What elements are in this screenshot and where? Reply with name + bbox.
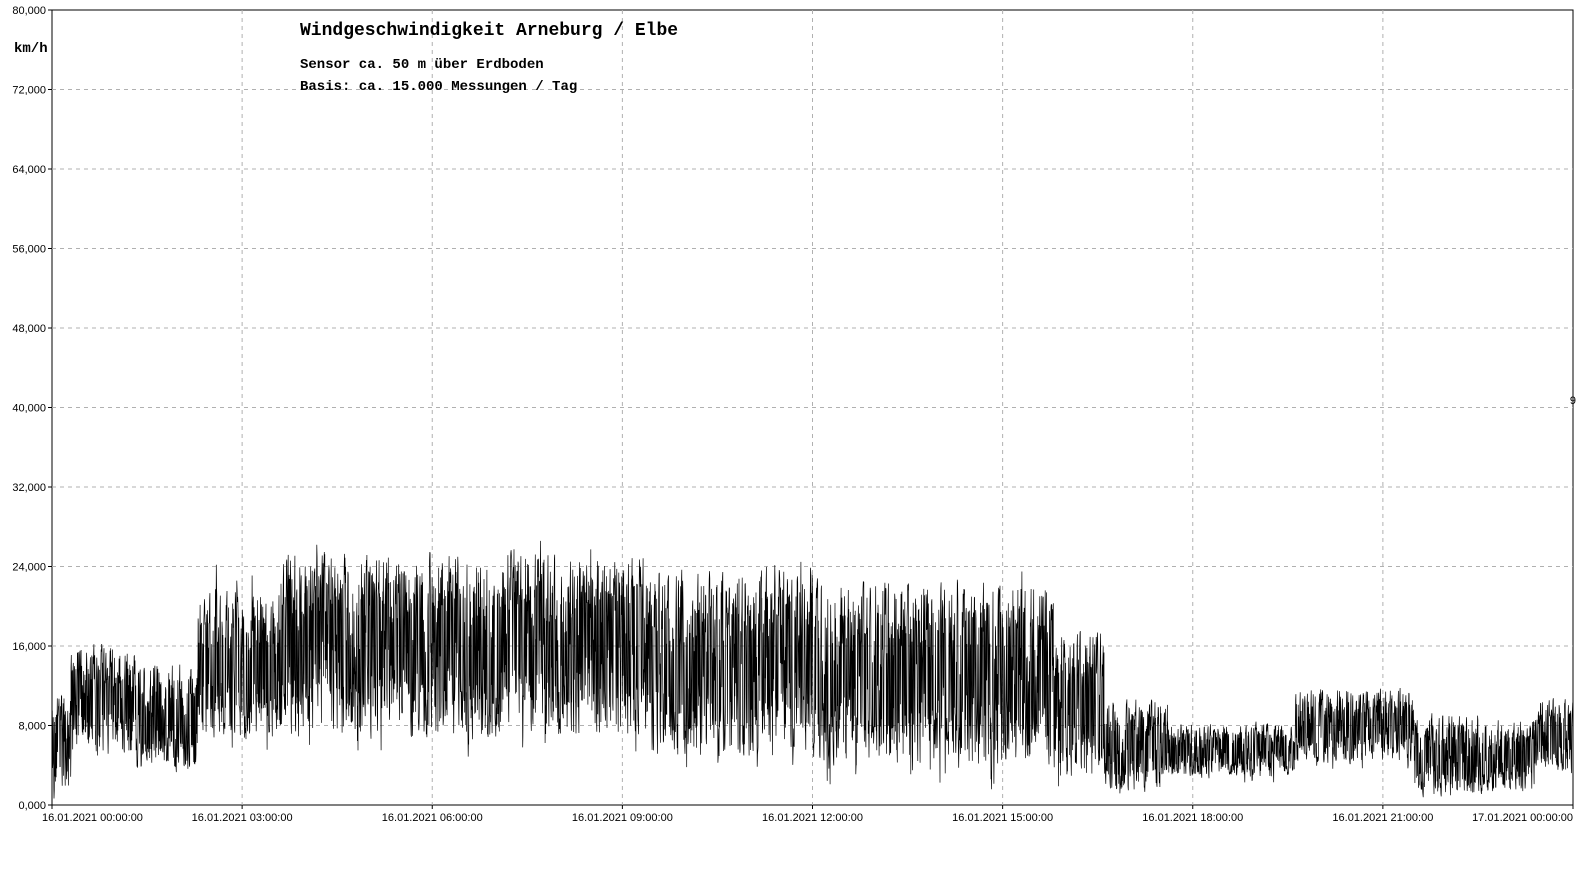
chart-subtitle-2: Basis: ca. 15.000 Messungen / Tag <box>300 79 577 95</box>
wind-chart: 0,000 8,000 16,000 24,000 32,000 40,000 48,000… <box>0 0 1581 893</box>
x-tick-label: 17.01.2021 00:00:00 <box>1472 812 1573 824</box>
y-tick-label: 56,000 <box>12 244 46 256</box>
x-tick-label: 16.01.2021 06:00:00 <box>382 812 483 824</box>
chart-wrapper: 0,000 8,000 16,000 24,000 32,000 40,000 48,000… <box>0 0 1581 893</box>
edge-label: 9 <box>1570 395 1576 407</box>
y-tick-label: 32,000 <box>12 482 46 494</box>
x-tick-label: 16.01.2021 03:00:00 <box>192 812 293 824</box>
y-tick-label: 24,000 <box>12 562 46 574</box>
y-tick-label: 40,000 <box>12 403 46 415</box>
x-tick-label: 16.01.2021 00:00:00 <box>42 812 143 824</box>
y-tick-label: 80,000 <box>12 5 46 17</box>
y-tick-label: 48,000 <box>12 323 46 335</box>
x-tick-labels: 16.01.2021 00:00:00 16.01.2021 03:00:00 16… <box>42 812 1573 824</box>
y-tick-label: 8,000 <box>18 721 46 733</box>
chart-subtitle-1: Sensor ca. 50 m über Erdboden <box>300 57 544 73</box>
y-tick-label: 0,000 <box>18 800 46 812</box>
y-axis-unit: km/h <box>14 41 48 57</box>
x-tick-label: 16.01.2021 12:00:00 <box>762 812 863 824</box>
y-tick-label: 64,000 <box>12 164 46 176</box>
x-tick-label: 16.01.2021 15:00:00 <box>952 812 1053 824</box>
chart-title: Windgeschwindigkeit Arneburg / Elbe <box>300 21 678 41</box>
x-tick-label: 16.01.2021 09:00:00 <box>572 812 673 824</box>
y-tick-label: 72,000 <box>12 85 46 97</box>
x-tick-label: 16.01.2021 21:00:00 <box>1332 812 1433 824</box>
x-tick-label: 16.01.2021 18:00:00 <box>1142 812 1243 824</box>
y-tick-label: 16,000 <box>12 641 46 653</box>
